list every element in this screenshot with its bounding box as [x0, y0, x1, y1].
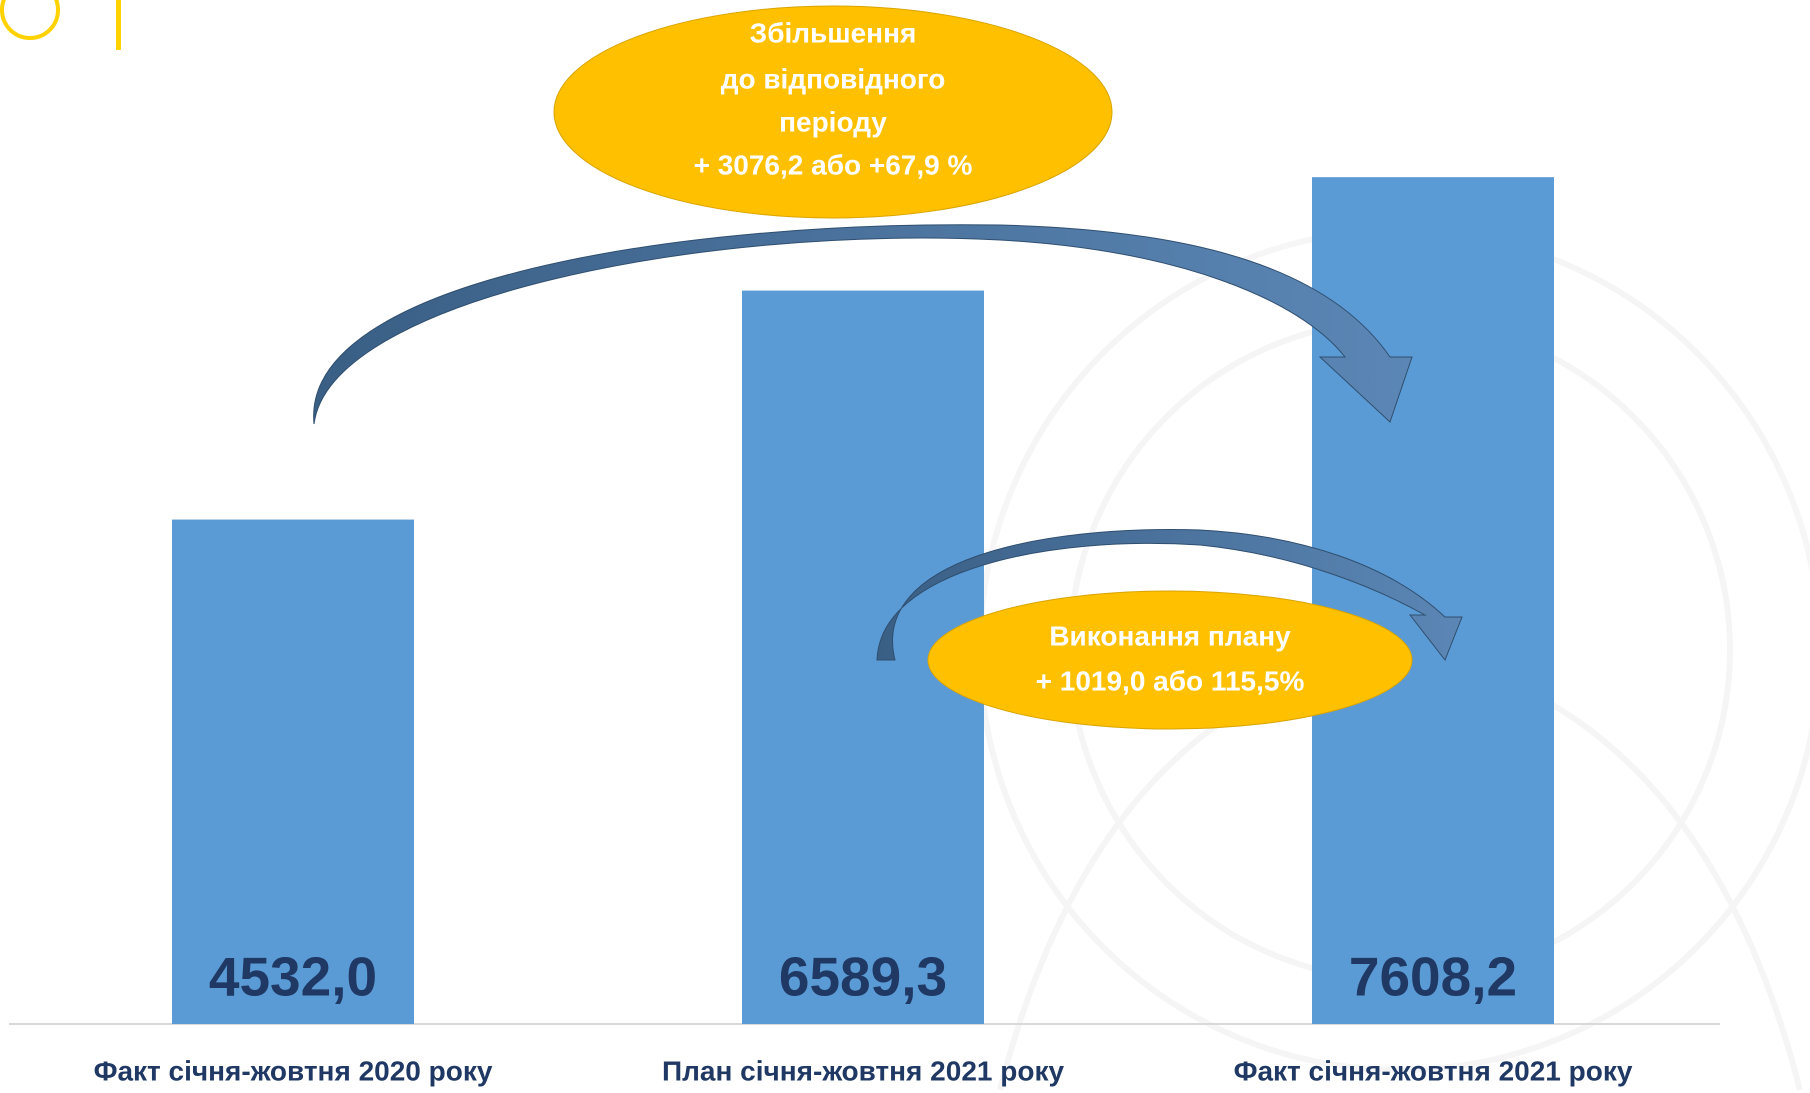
annotation-text: Збільшення: [750, 17, 917, 48]
arrow-plan: [876, 529, 1463, 661]
x-tick-label: Факт січня-жовтня 2021 року: [1234, 1055, 1633, 1086]
value-label: 7608,2: [1349, 946, 1517, 1008]
bar: [1312, 177, 1554, 1024]
annotation-text: Виконання плану: [1049, 620, 1291, 651]
annotation-text: + 3076,2 або +67,9 %: [694, 149, 973, 180]
bar: [172, 519, 414, 1024]
logo: [0, 0, 60, 40]
value-label: 4532,0: [209, 946, 377, 1008]
annotation-bubble: [553, 5, 1113, 219]
annotation-text: до відповідного: [721, 63, 946, 94]
logo-bar: [116, 0, 121, 50]
x-tick-label: План січня-жовтня 2021 року: [662, 1055, 1064, 1086]
value-label: 6589,3: [779, 946, 947, 1008]
annotation-text: + 1019,0 або 115,5%: [1036, 665, 1305, 696]
arrow-increase: [313, 224, 1413, 425]
x-tick-label: Факт січня-жовтня 2020 року: [94, 1055, 493, 1086]
annotation-bubble: [927, 590, 1413, 730]
annotation-text: періоду: [779, 106, 887, 137]
